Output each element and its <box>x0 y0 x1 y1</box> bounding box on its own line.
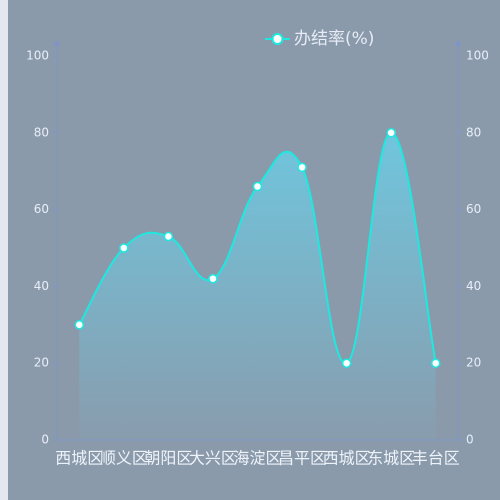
y-tick-label: 0 <box>41 433 49 447</box>
x-tick-label: 昌平区 <box>278 449 326 468</box>
point <box>386 128 396 138</box>
x-tick-label: 西城区 <box>323 449 371 468</box>
y2-axis-arrow <box>455 38 461 46</box>
y-tick-label: 80 <box>34 125 49 139</box>
point <box>119 243 129 253</box>
y2-tick-label: 100 <box>466 49 489 63</box>
point <box>163 231 174 242</box>
side-strip <box>0 0 8 500</box>
y2-tick-label: 0 <box>466 433 474 447</box>
area <box>79 132 436 441</box>
point <box>208 273 218 284</box>
x-tick-label: 朝阳区 <box>144 449 192 468</box>
x-tick-label: 顺义区 <box>100 449 148 468</box>
x-tick-label: 丰台区 <box>412 449 460 468</box>
legend-marker <box>271 33 284 45</box>
x-tick-label: 西城区 <box>55 449 103 468</box>
y-tick-label: 20 <box>34 356 49 370</box>
y-tick-label: 100 <box>26 49 49 63</box>
y-axis-arrow <box>54 38 60 46</box>
y2-tick-label: 20 <box>466 356 481 370</box>
legend-label: 办结率(%) <box>294 29 374 49</box>
y2-tick-label: 60 <box>466 202 481 216</box>
y-tick-label: 60 <box>34 202 49 216</box>
x-tick-label: 海淀区 <box>233 449 281 468</box>
point <box>341 358 352 368</box>
y2-tick-label: 80 <box>466 125 481 139</box>
point <box>297 162 307 173</box>
y-tick-label: 40 <box>34 279 49 293</box>
point <box>252 181 263 192</box>
point <box>430 358 441 368</box>
x-tick-label: 东城区 <box>367 449 415 468</box>
point <box>74 320 85 330</box>
x-tick-label: 大兴区 <box>189 449 237 468</box>
y2-tick-label: 40 <box>466 279 481 293</box>
